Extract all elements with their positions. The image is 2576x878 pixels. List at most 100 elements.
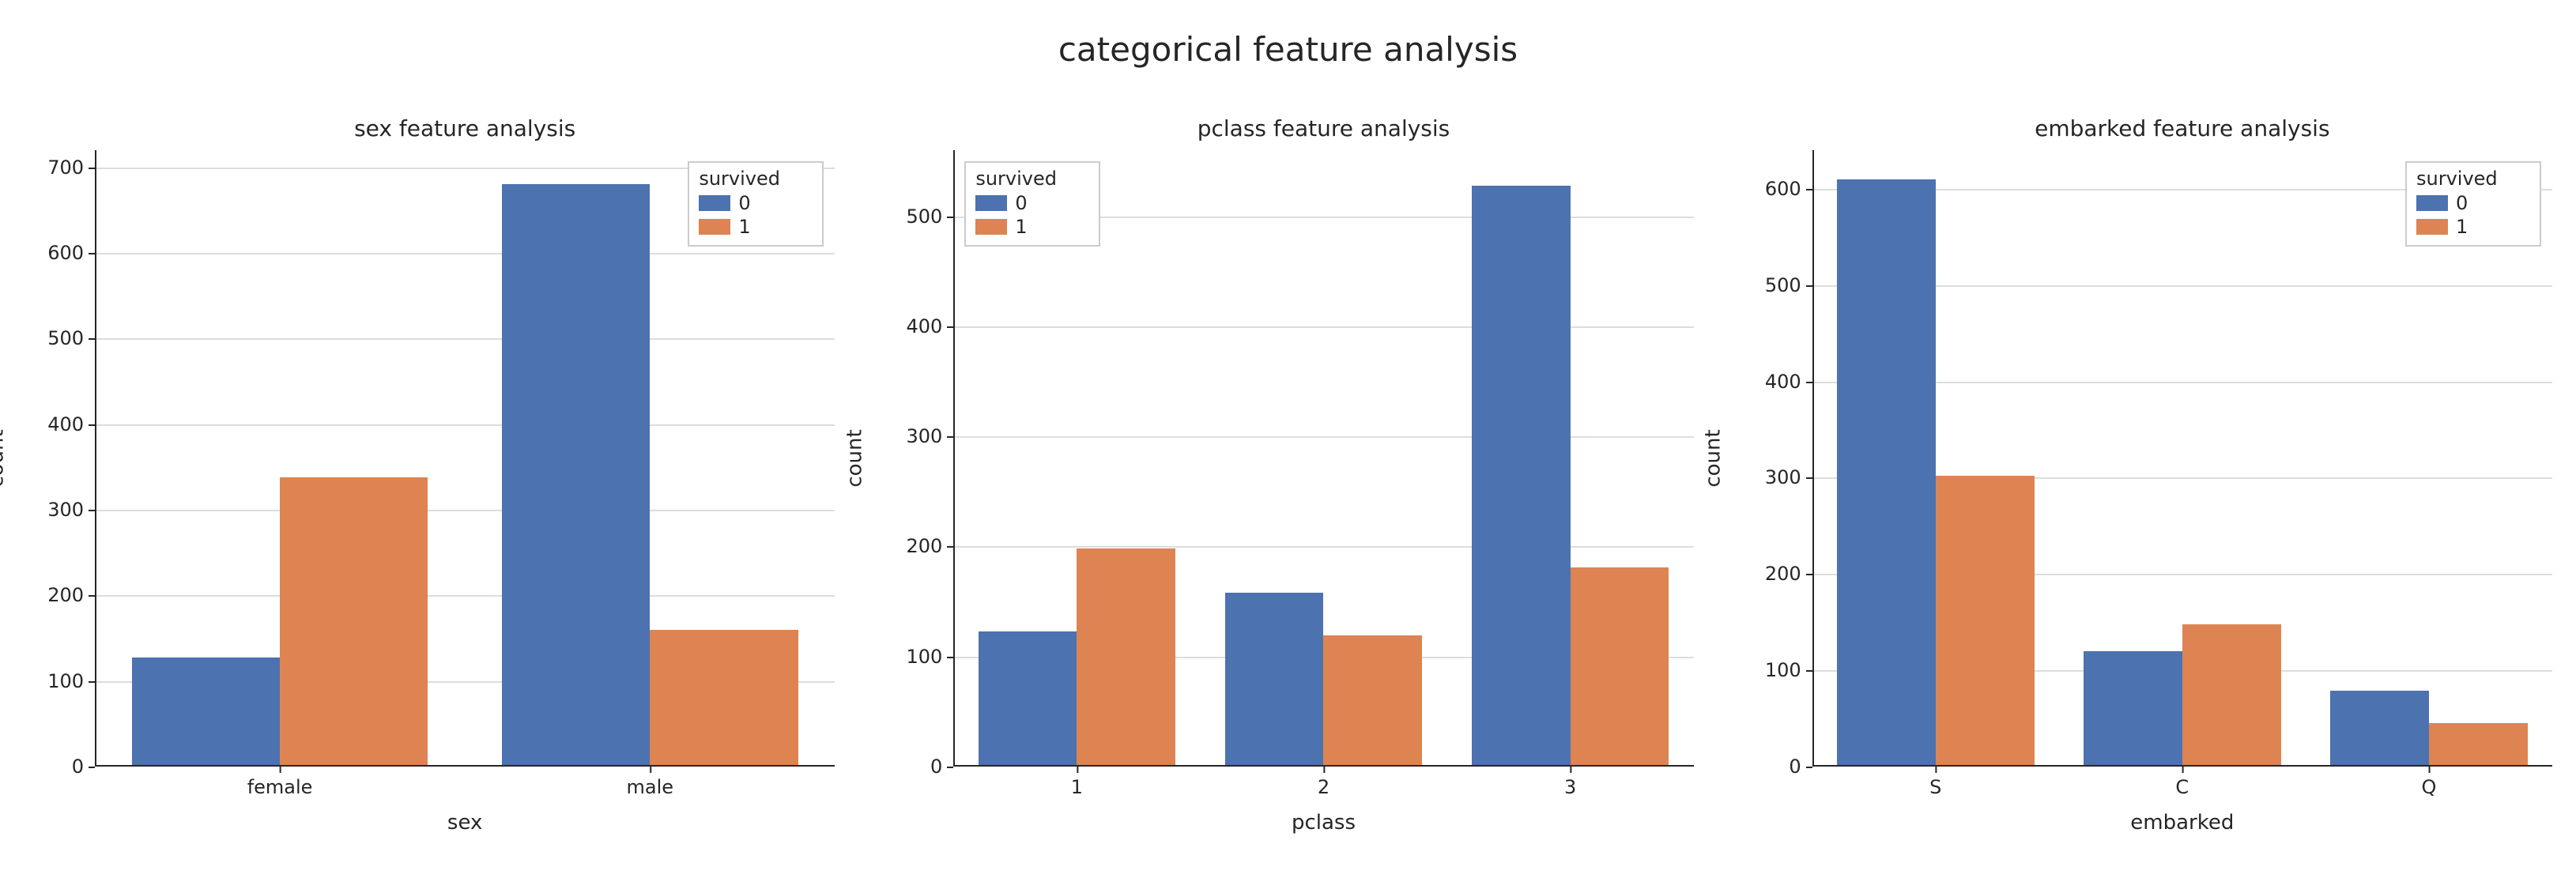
ytick-label: 0 — [1789, 756, 1812, 778]
gridline — [953, 326, 1693, 328]
legend-item: 0 — [975, 191, 1089, 215]
bar-embarked-C-s0 — [2084, 651, 2182, 767]
legend-label: 1 — [1015, 215, 1027, 239]
ylabel: count — [843, 429, 867, 487]
gridline — [95, 338, 835, 340]
ytick-label: 500 — [907, 205, 954, 228]
spine-left — [1812, 150, 1814, 767]
bar-sex-female-s0 — [132, 658, 280, 767]
legend-item: 0 — [2416, 191, 2530, 215]
legend-label: 1 — [738, 215, 750, 239]
ytick-label: 400 — [1765, 371, 1812, 393]
figure: categorical feature analysis sex feature… — [0, 0, 2576, 878]
ytick-label: 0 — [930, 756, 953, 778]
ytick-label: 400 — [47, 413, 95, 435]
gridline — [953, 546, 1693, 548]
bar-embarked-Q-s1 — [2429, 723, 2528, 767]
xtick-label: 1 — [1071, 767, 1083, 798]
legend-swatch-icon — [975, 219, 1007, 235]
bar-pclass-1-s1 — [1077, 548, 1175, 767]
plot-area: 0100200300400500600SCQcountembarkedsurvi… — [1812, 150, 2552, 767]
spine-left — [953, 150, 955, 767]
bar-embarked-C-s1 — [2182, 624, 2281, 767]
gridline — [95, 424, 835, 426]
legend-label: 1 — [2456, 215, 2468, 239]
bar-pclass-2-s0 — [1225, 593, 1324, 767]
bar-sex-male-s1 — [650, 630, 798, 767]
ytick-label: 500 — [1765, 274, 1812, 296]
legend-title: survived — [2416, 168, 2530, 190]
ytick-label: 0 — [72, 756, 95, 778]
bar-embarked-S-s1 — [1936, 476, 2035, 767]
legend: survived01 — [688, 161, 824, 247]
subplot-sex: sex feature analysis01002003004005006007… — [95, 150, 835, 767]
gridline — [95, 510, 835, 511]
spine-bottom — [1812, 765, 2552, 767]
legend-title: survived — [975, 168, 1089, 190]
spine-left — [95, 150, 96, 767]
figure-suptitle: categorical feature analysis — [0, 30, 2576, 69]
xtick-label: 3 — [1564, 767, 1576, 798]
legend-swatch-icon — [2416, 195, 2448, 211]
subplot-embarked: embarked feature analysis010020030040050… — [1812, 150, 2552, 767]
legend: survived01 — [964, 161, 1100, 247]
xtick-label: C — [2175, 767, 2189, 798]
ytick-label: 400 — [907, 315, 954, 337]
ytick-label: 300 — [1765, 466, 1812, 488]
legend-item: 1 — [699, 215, 813, 239]
legend-item: 1 — [2416, 215, 2530, 239]
xtick-label: female — [247, 767, 313, 798]
legend-item: 0 — [699, 191, 813, 215]
ytick-label: 700 — [47, 156, 95, 179]
plot-area: 0100200300400500123countpclasssurvived01 — [953, 150, 1693, 767]
ytick-label: 200 — [907, 535, 954, 557]
ytick-label: 200 — [1765, 563, 1812, 585]
legend-label: 0 — [738, 191, 750, 215]
bar-pclass-3-s0 — [1472, 186, 1571, 767]
bar-pclass-3-s1 — [1571, 567, 1669, 767]
xlabel: embarked — [1812, 811, 2552, 835]
bar-embarked-S-s0 — [1837, 179, 1936, 767]
xtick-label: S — [1929, 767, 1941, 798]
subplot-title: sex feature analysis — [95, 115, 835, 141]
legend-label: 0 — [1015, 191, 1027, 215]
xtick-label: 2 — [1318, 767, 1329, 798]
legend-title: survived — [699, 168, 813, 190]
gridline — [95, 595, 835, 597]
bar-pclass-1-s0 — [979, 631, 1077, 767]
ytick-label: 100 — [1765, 659, 1812, 681]
ytick-label: 100 — [907, 646, 954, 668]
xtick-label: Q — [2421, 767, 2436, 798]
ytick-label: 300 — [47, 499, 95, 521]
legend-swatch-icon — [699, 195, 730, 211]
legend-item: 1 — [975, 215, 1089, 239]
ylabel: count — [0, 429, 8, 487]
plot-area: 0100200300400500600700femalemalecountsex… — [95, 150, 835, 767]
ytick-label: 600 — [1765, 178, 1812, 200]
spine-bottom — [953, 765, 1693, 767]
legend-label: 0 — [2456, 191, 2468, 215]
subplot-pclass: pclass feature analysis01002003004005001… — [953, 150, 1693, 767]
legend-swatch-icon — [699, 219, 730, 235]
spine-bottom — [95, 765, 835, 767]
ytick-label: 100 — [47, 670, 95, 692]
ytick-label: 300 — [907, 425, 954, 447]
xlabel: pclass — [953, 811, 1693, 835]
legend-swatch-icon — [975, 195, 1007, 211]
subplot-title: embarked feature analysis — [1812, 115, 2552, 141]
bar-sex-female-s1 — [280, 477, 428, 767]
gridline — [953, 436, 1693, 438]
bar-pclass-2-s1 — [1323, 635, 1422, 767]
legend-swatch-icon — [2416, 219, 2448, 235]
ylabel: count — [1702, 429, 1726, 487]
bar-sex-male-s0 — [502, 184, 650, 767]
xlabel: sex — [95, 811, 835, 835]
ytick-label: 500 — [47, 327, 95, 349]
ytick-label: 600 — [47, 242, 95, 264]
bar-embarked-Q-s0 — [2330, 691, 2429, 767]
gridline — [95, 253, 835, 254]
xtick-label: male — [626, 767, 673, 798]
ytick-label: 200 — [47, 584, 95, 606]
legend: survived01 — [2405, 161, 2541, 247]
subplot-title: pclass feature analysis — [953, 115, 1693, 141]
